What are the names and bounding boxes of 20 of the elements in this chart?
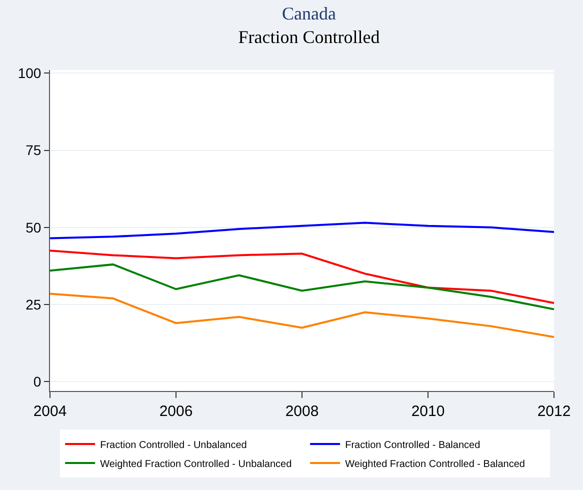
x-tick-label: 2010 — [411, 403, 445, 420]
x-tick-label: 2006 — [159, 403, 193, 420]
line-series — [50, 250, 554, 304]
legend-label: Weighted Fraction Controlled - Unbalanced — [100, 458, 292, 470]
legend-label: Weighted Fraction Controlled - Balanced — [345, 458, 525, 470]
y-tick-label: 100 — [18, 64, 42, 81]
x-tick-label: 2004 — [33, 403, 67, 420]
chart-subtitle: Fraction Controlled — [238, 27, 380, 47]
legend-label: Fraction Controlled - Unbalanced — [100, 440, 247, 451]
chart-title: Canada — [282, 4, 336, 24]
legend-label: Fraction Controlled - Balanced — [345, 440, 480, 451]
x-tick-label: 2012 — [537, 403, 571, 420]
line-series — [50, 222, 554, 240]
y-tick-label: 0 — [33, 374, 42, 390]
y-tick-label: 50 — [26, 219, 42, 236]
x-tick-label: 2008 — [285, 403, 319, 420]
y-tick-label: 25 — [26, 296, 42, 312]
line-series — [50, 292, 554, 338]
y-tick-label: 75 — [26, 142, 42, 158]
line-series — [50, 263, 554, 310]
